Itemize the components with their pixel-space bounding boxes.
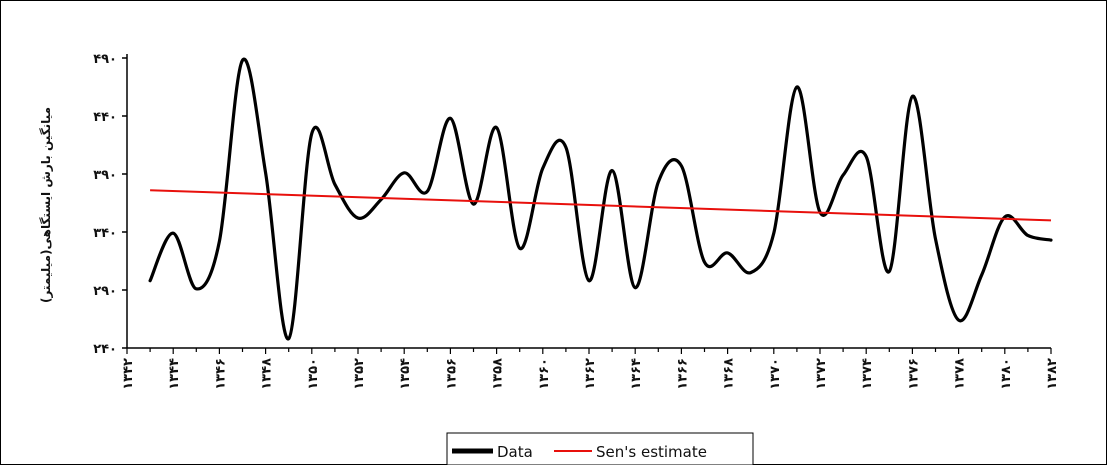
x-tick-label: ۱۳۸۲ xyxy=(1045,358,1060,390)
x-tick-label: ۱۳۸۰ xyxy=(999,358,1014,390)
y-tick-label: ۲۹۰ xyxy=(93,284,117,299)
x-tick-label: ۱۳۷۴ xyxy=(860,358,875,390)
y-tick-label: ۳۹۰ xyxy=(93,168,117,183)
sen-estimate-line xyxy=(150,189,1052,222)
x-tick-label: ۱۳۵۴ xyxy=(398,358,413,390)
y-tick-label: ۳۴۰ xyxy=(93,226,117,241)
legend-box xyxy=(446,432,754,466)
x-tick-label: ۱۳۵۲ xyxy=(352,358,367,390)
x-tick-label: ۱۳۶۲ xyxy=(583,358,598,390)
y-tick-label: ۴۴۰ xyxy=(93,110,117,125)
x-tick-label: ۱۳۷۰ xyxy=(768,358,783,390)
x-tick-label: ۱۳۴۶ xyxy=(213,358,228,390)
legend-data-label: Data xyxy=(497,443,533,461)
y-tick-label: ۲۴۰ xyxy=(93,342,117,357)
x-tick-label: ۱۳۶۰ xyxy=(537,358,552,390)
x-tick-label: ۱۳۵۸ xyxy=(491,358,506,390)
x-tick-label: ۱۳۶۶ xyxy=(675,358,690,390)
x-tick-label: ۱۳۶۸ xyxy=(722,358,737,390)
x-tick-label: ۱۳۷۲ xyxy=(814,358,829,390)
series-layer xyxy=(148,57,1053,341)
x-tick-label: ۱۳۴۲ xyxy=(121,358,136,390)
x-tick-label: ۱۳۴۴ xyxy=(167,358,182,390)
x-tick-label: ۱۳۵۶ xyxy=(444,358,459,390)
y-tick-label: ۴۹۰ xyxy=(93,52,117,67)
y-axis-label: میانگین بارش ایستگاهی(میلیمتر) xyxy=(39,107,53,303)
x-tick-label: ۱۳۴۸ xyxy=(260,358,275,390)
x-tick-label: ۱۳۵۰ xyxy=(306,358,321,390)
axes: ۲۴۰ ۲۹۰ ۳۴۰ ۳۹۰ ۴۴۰ ۴۹۰ ۱۳۴۲ ۱۳۴۴ ۱۳۴۶ ۱۳۴۸ ۱۳۵۰ ۱۳… xyxy=(93,52,1060,390)
legend: Data Sen's estimate xyxy=(446,432,754,466)
data-series-line xyxy=(148,57,1053,341)
x-tick-label: ۱۳۷۸ xyxy=(953,358,968,390)
x-tick-label: ۱۳۶۴ xyxy=(629,358,644,390)
legend-sen-label: Sen's estimate xyxy=(596,443,707,461)
x-tick-label: ۱۳۷۶ xyxy=(906,358,921,390)
